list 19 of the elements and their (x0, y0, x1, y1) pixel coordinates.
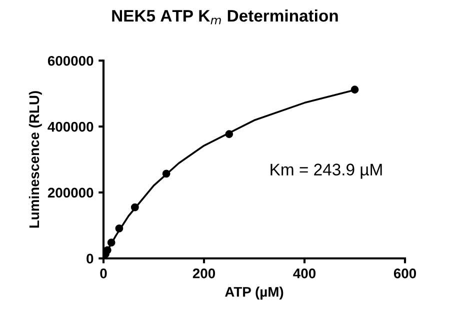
x-axis-title: ATP (µM) (225, 286, 284, 300)
y-tick-label: 600000 (48, 56, 94, 66)
y-tick-label: 0 (86, 254, 94, 264)
x-tick-label: 200 (192, 268, 216, 278)
point (350, 86, 359, 94)
y-tick-label: 200000 (48, 188, 94, 198)
point (225, 130, 234, 138)
y-tick-label: 400000 (48, 122, 94, 132)
point (162, 170, 170, 178)
x-tick-label: 600 (394, 268, 416, 278)
y-axis-title: Luminescence (RLU) (28, 91, 42, 228)
x-tick-label: 0 (100, 268, 107, 278)
point (104, 246, 112, 254)
annotation: Km = 243.9 µM (270, 164, 382, 179)
x-tick-label: 400 (293, 268, 316, 278)
point (130, 203, 139, 212)
point (115, 224, 124, 232)
point (107, 238, 116, 247)
chart-title: NEK5 ATP K$_{m}$ Determination (112, 9, 338, 24)
